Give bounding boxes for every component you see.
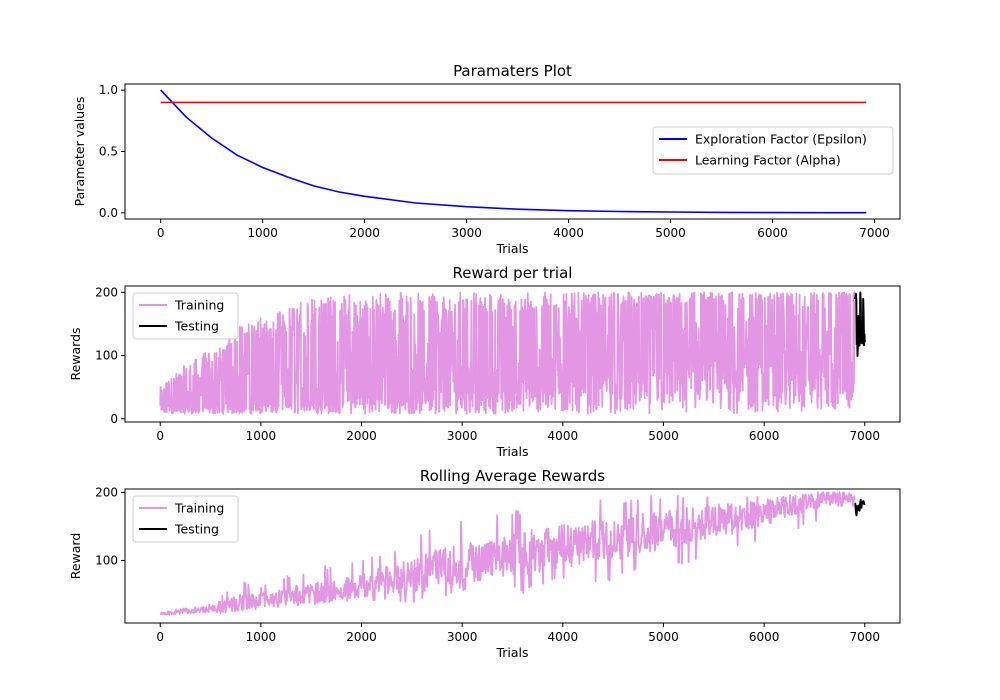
series-exploration-factor-epsilon- xyxy=(160,89,867,214)
series-line xyxy=(853,291,866,357)
legend-label: Testing xyxy=(174,522,219,537)
x-tick-label: 2000 xyxy=(346,429,377,443)
series-training xyxy=(159,491,856,616)
series-line xyxy=(160,89,867,214)
x-tick-label: 4000 xyxy=(553,226,584,240)
x-tick-label: 5000 xyxy=(648,429,679,443)
legend: Training Testing xyxy=(132,292,239,340)
y-tick-label: 0 xyxy=(110,412,118,426)
y-tick-label: 200 xyxy=(95,485,118,499)
x-tick-label: 4000 xyxy=(548,429,579,443)
x-tick-label: 7000 xyxy=(849,429,880,443)
y-axis-label: Reward xyxy=(68,533,83,580)
series-testing xyxy=(854,498,866,517)
series-training xyxy=(159,291,856,415)
x-axis-label: Trials xyxy=(495,444,528,459)
y-tick-label: 1.0 xyxy=(99,83,118,97)
x-tick-label: 3000 xyxy=(447,429,478,443)
x-tick-label: 1000 xyxy=(246,630,277,644)
x-tick-label: 5000 xyxy=(655,226,686,240)
chart-title: Paramaters Plot xyxy=(453,62,572,80)
x-tick-label: 0 xyxy=(156,429,164,443)
x-tick-label: 1000 xyxy=(247,226,278,240)
x-tick-label: 2000 xyxy=(346,630,377,644)
y-tick-label: 0.0 xyxy=(99,206,118,220)
y-axis-label: Rewards xyxy=(68,327,83,380)
plot-area xyxy=(159,291,866,415)
axes-frame xyxy=(124,285,901,423)
y-tick-label: 0.5 xyxy=(99,145,118,159)
legend-label: Exploration Factor (Epsilon) xyxy=(695,132,867,147)
legend-label: Testing xyxy=(174,319,219,334)
y-tick-label: 200 xyxy=(95,285,118,299)
x-axis-label: Trials xyxy=(495,645,528,660)
x-tick-label: 7000 xyxy=(859,226,890,240)
series-testing xyxy=(853,291,866,357)
x-tick-label: 7000 xyxy=(849,630,880,644)
axes-frame xyxy=(124,488,901,624)
chart-title: Reward per trial xyxy=(453,264,573,282)
x-tick-label: 4000 xyxy=(548,630,579,644)
y-tick-label: 100 xyxy=(95,349,118,363)
x-tick-label: 5000 xyxy=(648,630,679,644)
x-tick-label: 3000 xyxy=(447,630,478,644)
plot-area xyxy=(160,89,867,214)
series-line xyxy=(159,291,856,415)
x-tick-label: 6000 xyxy=(749,630,780,644)
plot-area xyxy=(159,491,866,616)
x-axis-label: Trials xyxy=(495,241,528,256)
x-tick-label: 2000 xyxy=(349,226,380,240)
x-tick-label: 0 xyxy=(156,630,164,644)
series-line xyxy=(854,498,866,517)
x-tick-label: 6000 xyxy=(757,226,788,240)
x-tick-label: 3000 xyxy=(451,226,482,240)
x-tick-label: 6000 xyxy=(749,429,780,443)
legend-label: Training xyxy=(174,501,224,516)
legend: Training Testing xyxy=(132,495,239,543)
legend-label: Training xyxy=(174,298,224,313)
y-tick-label: 100 xyxy=(95,553,118,567)
legend-label: Learning Factor (Alpha) xyxy=(695,153,841,168)
y-axis-label: Parameter values xyxy=(72,97,87,207)
legend: Exploration Factor (Epsilon) Learning Fac… xyxy=(652,126,894,175)
series-line xyxy=(159,491,856,616)
legend-box xyxy=(652,126,894,175)
chart-title: Rolling Average Rewards xyxy=(420,467,605,485)
x-tick-label: 0 xyxy=(157,226,165,240)
x-tick-label: 1000 xyxy=(246,429,277,443)
chart-3: Rolling Average Rewards 0 1000 2000 3000 4000… xyxy=(68,467,901,660)
chart-1: Paramaters Plot 0 1000 2000 3000 4000 5000 6000… xyxy=(72,62,901,256)
